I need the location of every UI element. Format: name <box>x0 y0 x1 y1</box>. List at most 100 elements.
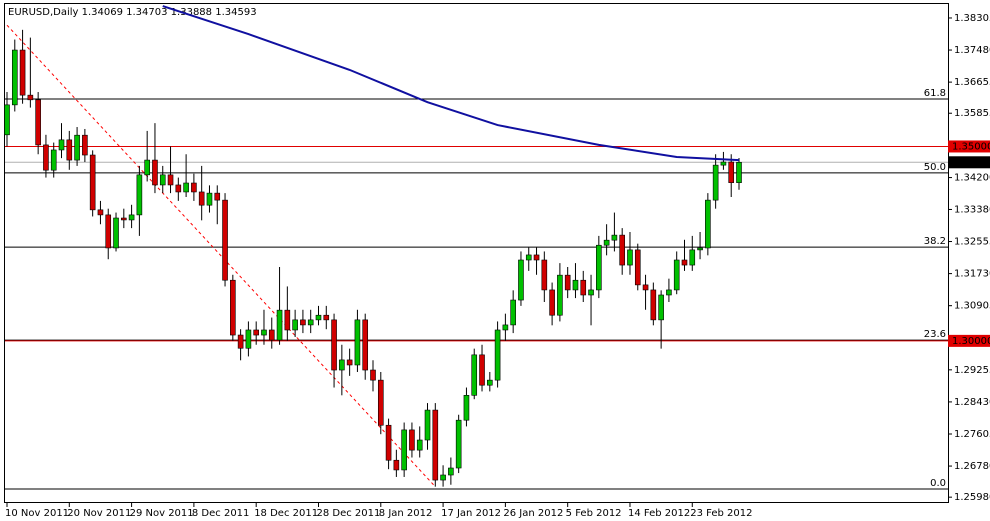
candle-body <box>58 139 65 151</box>
y-tick-label: 1.36655 <box>954 77 990 88</box>
y-tick-label: 1.27605 <box>954 429 990 440</box>
candle-body <box>689 249 696 266</box>
x-tick-label: 14 Feb 2012 <box>628 508 690 519</box>
y-tick-label: 1.32555 <box>954 237 990 248</box>
x-tick-label: 8 Jan 2012 <box>379 508 433 519</box>
candle-body <box>510 299 516 326</box>
candle-body <box>681 259 688 266</box>
candle-body <box>307 319 314 326</box>
y-tick-label: 1.37480 <box>954 45 990 56</box>
candle-body <box>105 214 112 249</box>
price-label-box <box>948 156 990 169</box>
candle-body <box>619 234 625 266</box>
candle-body <box>121 217 127 221</box>
candle-body <box>276 309 283 341</box>
candle-body <box>27 94 34 101</box>
candle-body <box>572 279 579 291</box>
candle-body <box>89 154 96 211</box>
y-tick-label: 1.25980 <box>954 492 990 503</box>
candle-body <box>377 379 384 426</box>
candle-body <box>144 159 150 176</box>
candle-body <box>557 274 563 316</box>
fib-label: 61.8 <box>924 88 946 99</box>
candle-body <box>603 239 610 246</box>
candle-body <box>549 289 555 316</box>
candle-body <box>191 182 197 193</box>
candle-body <box>393 459 400 471</box>
candle-body <box>712 164 719 201</box>
candle-body <box>416 439 423 451</box>
candle-body <box>463 395 470 421</box>
x-tick-label: 18 Dec 2011 <box>254 508 318 519</box>
candle-body <box>502 324 509 331</box>
candle-body <box>627 249 633 266</box>
candle-body <box>728 161 735 183</box>
x-tick-label: 23 Feb 2012 <box>690 508 752 519</box>
candle-body <box>222 199 228 281</box>
candle-body <box>35 99 41 146</box>
candle-body <box>401 429 407 471</box>
candle-body <box>136 174 143 216</box>
candle-body <box>658 294 664 321</box>
fib-trendline <box>6 24 436 488</box>
y-tick-label: 1.38305 <box>954 13 990 24</box>
candle-body <box>167 174 174 186</box>
price-label-box <box>948 334 990 347</box>
candle-body <box>74 134 80 161</box>
candle-body <box>720 161 727 166</box>
x-tick-label: 5 Feb 2012 <box>566 508 622 519</box>
last-price-label: 1.34593 <box>952 157 990 168</box>
price-label-box <box>948 140 990 153</box>
candle-body <box>230 279 236 336</box>
price-label: 1.30000 <box>952 336 990 347</box>
candle-body <box>673 259 680 291</box>
candle-body <box>19 49 26 96</box>
y-tick-label: 1.30905 <box>954 301 990 312</box>
candle-body <box>183 182 189 193</box>
candle-body <box>564 274 571 291</box>
candle-body <box>666 289 672 296</box>
y-tick-label: 1.31730 <box>954 269 990 280</box>
candle-body <box>152 159 158 186</box>
candle-body <box>214 192 221 201</box>
fib-label: 38.2 <box>924 236 946 247</box>
candle-body <box>541 259 548 291</box>
candle-body <box>471 354 478 396</box>
chart-title: EURUSD,Daily 1.34069 1.34703 1.33888 1.3… <box>8 7 257 18</box>
candle-body <box>284 309 291 331</box>
candle-body <box>245 329 252 349</box>
y-tick-label: 1.33380 <box>954 204 990 215</box>
candle-body <box>331 319 337 371</box>
candle-body <box>237 334 244 349</box>
candle-body <box>455 419 462 469</box>
candle-body <box>448 467 454 476</box>
y-tick-label: 1.35855 <box>954 108 990 119</box>
y-tick-label: 1.26780 <box>954 461 990 472</box>
candle-body <box>736 161 742 183</box>
candle-body <box>97 209 104 216</box>
candle-body <box>43 144 49 171</box>
x-tick-label: 8 Dec 2011 <box>192 508 250 519</box>
candle-body <box>642 284 649 291</box>
candle-body <box>634 249 641 286</box>
candle-body <box>159 174 166 186</box>
candle-body <box>113 217 119 249</box>
x-tick-label: 29 Nov 2011 <box>130 508 194 519</box>
x-tick-label: 10 Nov 2011 <box>5 508 69 519</box>
candle-body <box>300 319 306 326</box>
candle-body <box>424 409 431 441</box>
candle-body <box>315 314 322 321</box>
candle-body <box>588 289 594 296</box>
candle-body <box>650 289 657 321</box>
candle-body <box>66 139 73 161</box>
candle-body <box>596 244 602 291</box>
fib-label: 50.0 <box>924 162 946 173</box>
candle-body <box>697 247 703 251</box>
candle-body <box>440 474 446 481</box>
candle-body <box>705 199 711 249</box>
candle-body <box>206 192 213 206</box>
candle-body <box>525 254 532 261</box>
candle-body <box>354 319 361 366</box>
fib-label: 23.6 <box>924 329 946 340</box>
